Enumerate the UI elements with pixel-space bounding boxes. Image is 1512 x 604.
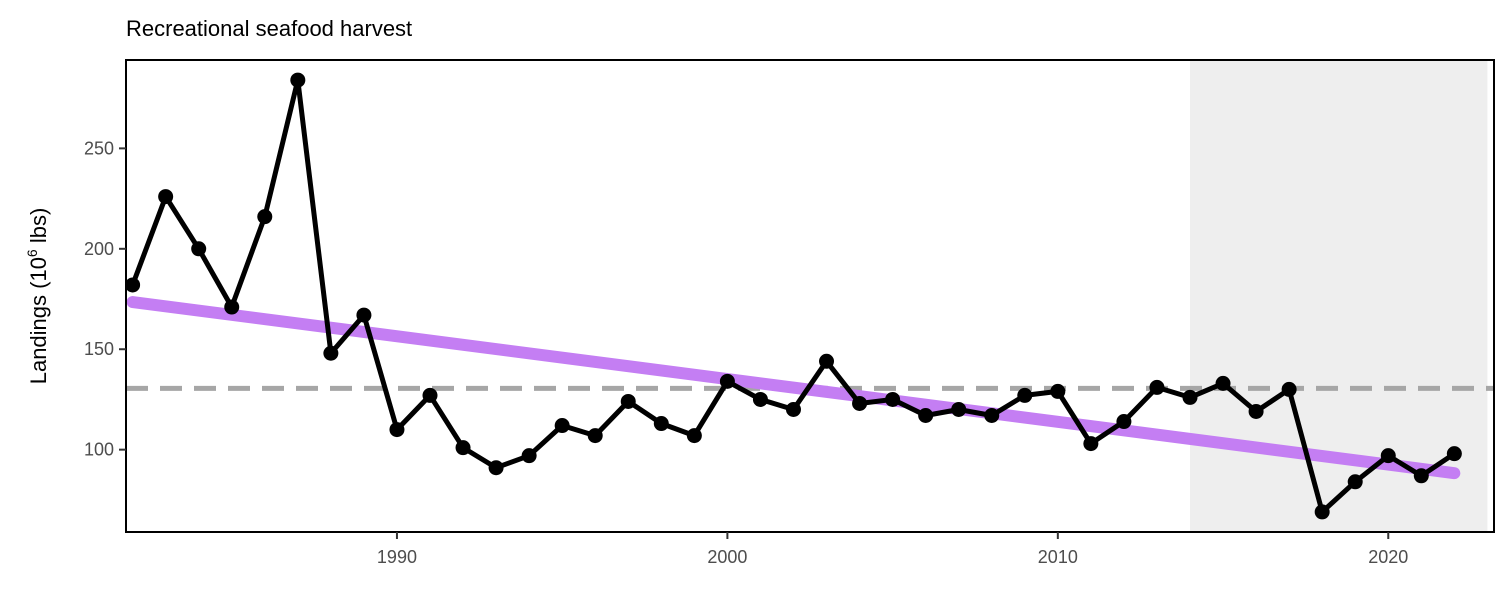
- data-point: [521, 448, 537, 464]
- data-point: [389, 422, 405, 438]
- data-point: [719, 373, 735, 389]
- data-point: [1215, 375, 1231, 391]
- y-axis-title-prefix: Landings (10: [26, 257, 51, 384]
- data-point: [1083, 436, 1099, 452]
- data-point: [620, 393, 636, 409]
- data-point: [554, 418, 570, 434]
- data-point: [125, 277, 141, 293]
- data-point: [1149, 379, 1165, 395]
- data-point: [290, 72, 306, 88]
- data-point: [191, 241, 207, 257]
- data-point: [455, 440, 471, 456]
- data-point: [1116, 414, 1132, 430]
- y-tick-label: 150: [84, 339, 114, 359]
- data-point: [1347, 474, 1363, 490]
- data-point: [1248, 403, 1264, 419]
- y-axis-title: Landings (106 lbs): [24, 208, 51, 385]
- data-point: [918, 408, 934, 424]
- data-point: [686, 428, 702, 444]
- data-point: [1017, 387, 1033, 403]
- data-point: [1413, 468, 1429, 484]
- data-point: [1281, 381, 1297, 397]
- data-point: [984, 408, 1000, 424]
- data-point: [488, 460, 504, 476]
- data-point: [785, 401, 801, 417]
- x-tick-label: 2020: [1368, 547, 1408, 567]
- data-point: [422, 387, 438, 403]
- y-axis: 100 150 200 250: [84, 138, 126, 460]
- data-point: [752, 391, 768, 407]
- series-layer: [125, 72, 1462, 520]
- data-point: [356, 307, 372, 323]
- data-point: [257, 209, 273, 225]
- data-point: [1314, 504, 1330, 520]
- data-point: [1050, 383, 1066, 399]
- x-tick-label: 2010: [1038, 547, 1078, 567]
- data-point: [158, 189, 174, 205]
- y-axis-title-superscript: 6: [24, 249, 40, 257]
- y-tick-label: 100: [84, 440, 114, 460]
- x-tick-label: 1990: [377, 547, 417, 567]
- y-axis-title-suffix: lbs): [26, 208, 51, 250]
- data-point: [323, 345, 339, 361]
- data-point: [819, 353, 835, 369]
- y-tick-label: 200: [84, 239, 114, 259]
- y-tick-label: 250: [84, 138, 114, 158]
- data-point: [1182, 389, 1198, 405]
- data-point: [587, 428, 603, 444]
- plot-border: [125, 59, 1495, 533]
- x-tick-label: 2000: [707, 547, 747, 567]
- data-point: [653, 416, 669, 432]
- data-point: [224, 299, 240, 315]
- data-point: [885, 391, 901, 407]
- data-point: [852, 395, 868, 411]
- data-point: [1446, 446, 1462, 462]
- data-point: [951, 401, 967, 417]
- x-axis: 1990 2000 2010 2020: [377, 532, 1408, 567]
- chart-title: Recreational seafood harvest: [126, 16, 412, 41]
- data-point: [1380, 448, 1396, 464]
